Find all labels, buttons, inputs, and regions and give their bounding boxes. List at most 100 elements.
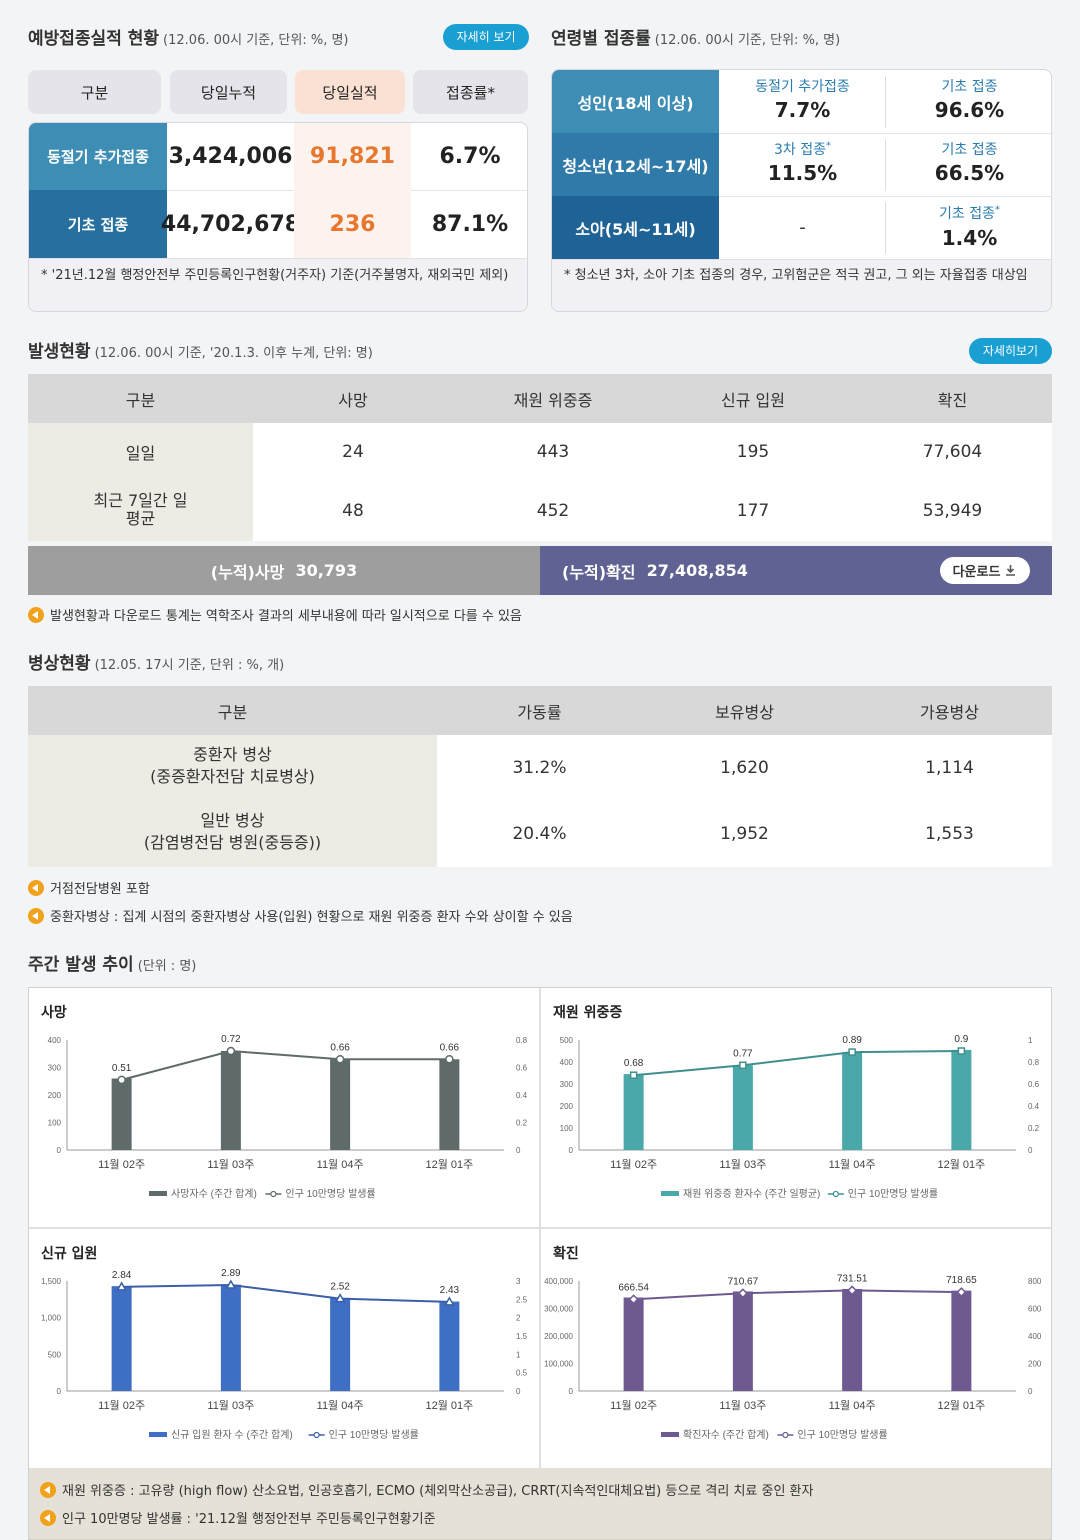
x-tick-label: 11월 02주 <box>610 1399 657 1412</box>
rate-point <box>739 1061 747 1070</box>
age-rate-cell-value: 1.4% <box>941 226 998 250</box>
vax-cumulative-value: 3,424,006 <box>168 144 293 169</box>
y2-tick-label: 1.5 <box>516 1332 528 1341</box>
beds-subtitle: (12.05. 17시 기준, 단위 : %, 개) <box>94 658 285 673</box>
y-tick-label: 1,000 <box>41 1314 62 1323</box>
chart-confirmed-svg: 0 100,000 200,000 300,000 400,000 0 200 400 600 8… <box>544 1273 1042 1441</box>
beds-note-text: 중환자병상 : 집계 시점의 중환자병상 사용(입원) 현황으로 재원 위중증 … <box>50 910 573 925</box>
legend-marker <box>832 1190 839 1198</box>
rate-point <box>847 1285 858 1296</box>
y2-tick-label: 400 <box>1028 1332 1042 1341</box>
vax-header-category: 구분 <box>28 70 161 114</box>
y2-tick-label: 800 <box>1028 1277 1042 1286</box>
beds-row-label-line2: (중증환자전담 치료병상) <box>150 767 315 786</box>
bar <box>220 1284 241 1391</box>
legend-label: 인구 10만명당 발생률 <box>797 1429 887 1441</box>
occ-header: 신규 입원 <box>721 390 785 410</box>
download-icon <box>1006 565 1016 576</box>
download-button[interactable]: 다운로드 <box>940 557 1030 584</box>
cum-death-bar: (누적)사망 30,793 <box>28 546 540 595</box>
beds-row-label-line1: 일반 병상 <box>200 811 265 830</box>
data-label: 710.67 <box>728 1276 759 1287</box>
vaccination-title-text: 예방접종실적 현황 <box>28 29 160 49</box>
rate-line <box>633 1289 962 1301</box>
weekly-title-text: 주간 발생 추이 <box>28 955 134 975</box>
y-tick-label: 0 <box>57 1387 62 1396</box>
age-rate-cell-value: 11.5% <box>767 161 838 185</box>
chart-admission: 신규 입원 0 500 1,000 1,500 0 0.5 1 1.5 2 2.5 3 11월 02주… <box>29 1229 539 1468</box>
vaccination-detail-button[interactable]: 자세히 보기 <box>443 24 529 50</box>
legend-marker <box>270 1190 277 1198</box>
occurrence-detail-button[interactable]: 자세히보기 <box>969 338 1052 364</box>
data-label: 2.84 <box>112 1270 132 1281</box>
y-tick-label: 400,000 <box>544 1277 573 1286</box>
beds-note: 중환자병상 : 집계 시점의 중환자병상 사용(입원) 현황으로 재원 위중증 … <box>28 906 573 925</box>
y2-tick-label: 200 <box>1028 1360 1042 1369</box>
rate-point <box>226 1046 236 1056</box>
occ-header: 재원 위중증 <box>513 390 593 410</box>
occurrence-subtitle: (12.06. 00시 기준, '20.1.3. 이후 누계, 단위: 명) <box>94 346 373 361</box>
age-rate-card: 성인(18세 이상) 청소년(12세~17세) 소아(5세~11세) 동절기 추… <box>551 69 1052 312</box>
rate-point <box>629 1071 638 1079</box>
bar <box>330 1059 351 1150</box>
y2-tick-label: 0.2 <box>516 1119 528 1128</box>
occ-row-label: 최근 7일간 일평균 <box>93 491 188 528</box>
x-tick-label: 11월 02주 <box>610 1158 657 1171</box>
rate-point <box>335 1055 345 1064</box>
legend-swatch <box>149 1191 167 1196</box>
bar <box>111 1286 132 1391</box>
y-tick-label: 1,500 <box>41 1277 62 1286</box>
age-rate-cell-label: 3차 접종* <box>774 140 831 158</box>
x-tick-label: 12월 01주 <box>937 1158 985 1171</box>
cum-confirmed-label: (누적)확진 <box>562 562 636 582</box>
occ-admit: 195 <box>736 442 770 462</box>
y-tick-label: 200 <box>560 1102 574 1111</box>
beds-header: 가동률 <box>517 702 562 722</box>
bar <box>951 1049 972 1150</box>
legend-marker <box>782 1431 789 1439</box>
occ-severe: 452 <box>536 501 570 521</box>
age-group-label: 성인(18세 이상) <box>552 70 719 133</box>
age-rate-cell-label: 기초 접종 <box>941 142 998 158</box>
rate-line <box>121 1049 450 1081</box>
y-tick-label: 300 <box>48 1064 62 1073</box>
cum-death-value: 30,793 <box>295 561 358 580</box>
bar <box>623 1297 644 1391</box>
beds-title: 병상현황 (12.05. 17시 기준, 단위 : %, 개) <box>28 649 284 674</box>
y2-tick-label: 0.4 <box>516 1091 528 1100</box>
chart-admission-svg: 0 500 1,000 1,500 0 0.5 1 1.5 2 2.5 3 11월 02주 11월 03… <box>41 1268 528 1441</box>
data-label: 2.43 <box>440 1285 460 1296</box>
rate-line <box>633 1050 962 1077</box>
chart-death-svg: 0 100 200 300 400 0 0.2 0.4 0.6 0.8 11월 02주 11월 03주… <box>48 1034 528 1200</box>
age-rate-cell-value: 96.6% <box>934 98 1005 122</box>
speaker-icon <box>40 1509 56 1526</box>
vax-header-cumulative: 당일누적 <box>170 70 287 114</box>
beds-note-text: 거점전담병원 포함 <box>50 882 150 897</box>
legend-label: 인구 10만명당 발생률 <box>848 1188 938 1200</box>
y2-tick-label: 3 <box>516 1277 521 1286</box>
chart-confirmed: 확진 0 100,000 200,000 300,000 400,000 0 200 400 6… <box>541 1229 1051 1468</box>
cum-confirmed-value: 27,408,854 <box>646 561 748 580</box>
legend-label: 재원 위중증 환자수 (주간 일평균) <box>683 1187 820 1200</box>
age-rate-title: 연령별 접종률 (12.06. 00시 기준, 단위: %, 명) <box>551 24 840 49</box>
y-tick-label: 500 <box>560 1036 574 1045</box>
data-label: 2.52 <box>330 1282 350 1293</box>
x-tick-label: 11월 03주 <box>207 1158 254 1171</box>
legend-label: 확진자수 (주간 합계) <box>683 1429 769 1441</box>
occ-row-label: 일일 <box>125 444 156 463</box>
rate-point <box>628 1294 639 1305</box>
vaccination-title: 예방접종실적 현황 (12.06. 00시 기준, 단위: %, 명) <box>28 24 349 49</box>
rate-point <box>848 1048 856 1056</box>
chart-title: 신규 입원 <box>41 1246 98 1262</box>
age-rate-cell-label: 동절기 추가접종 <box>755 79 850 95</box>
occ-header: 사망 <box>338 390 368 410</box>
bar <box>732 1065 753 1150</box>
age-rate-cell-label-text: 기초 접종 <box>939 206 995 222</box>
y-tick-label: 0 <box>569 1146 574 1155</box>
weekly-notes <box>29 1469 1051 1539</box>
data-label: 718.65 <box>946 1275 977 1286</box>
y-tick-label: 400 <box>560 1058 574 1067</box>
weekly-note-text: 인구 10만명당 발생률 : '21.12월 행정안전부 주민등록인구현황기준 <box>62 1512 436 1527</box>
data-label: 0.77 <box>733 1048 753 1059</box>
legend-swatch <box>661 1191 679 1196</box>
